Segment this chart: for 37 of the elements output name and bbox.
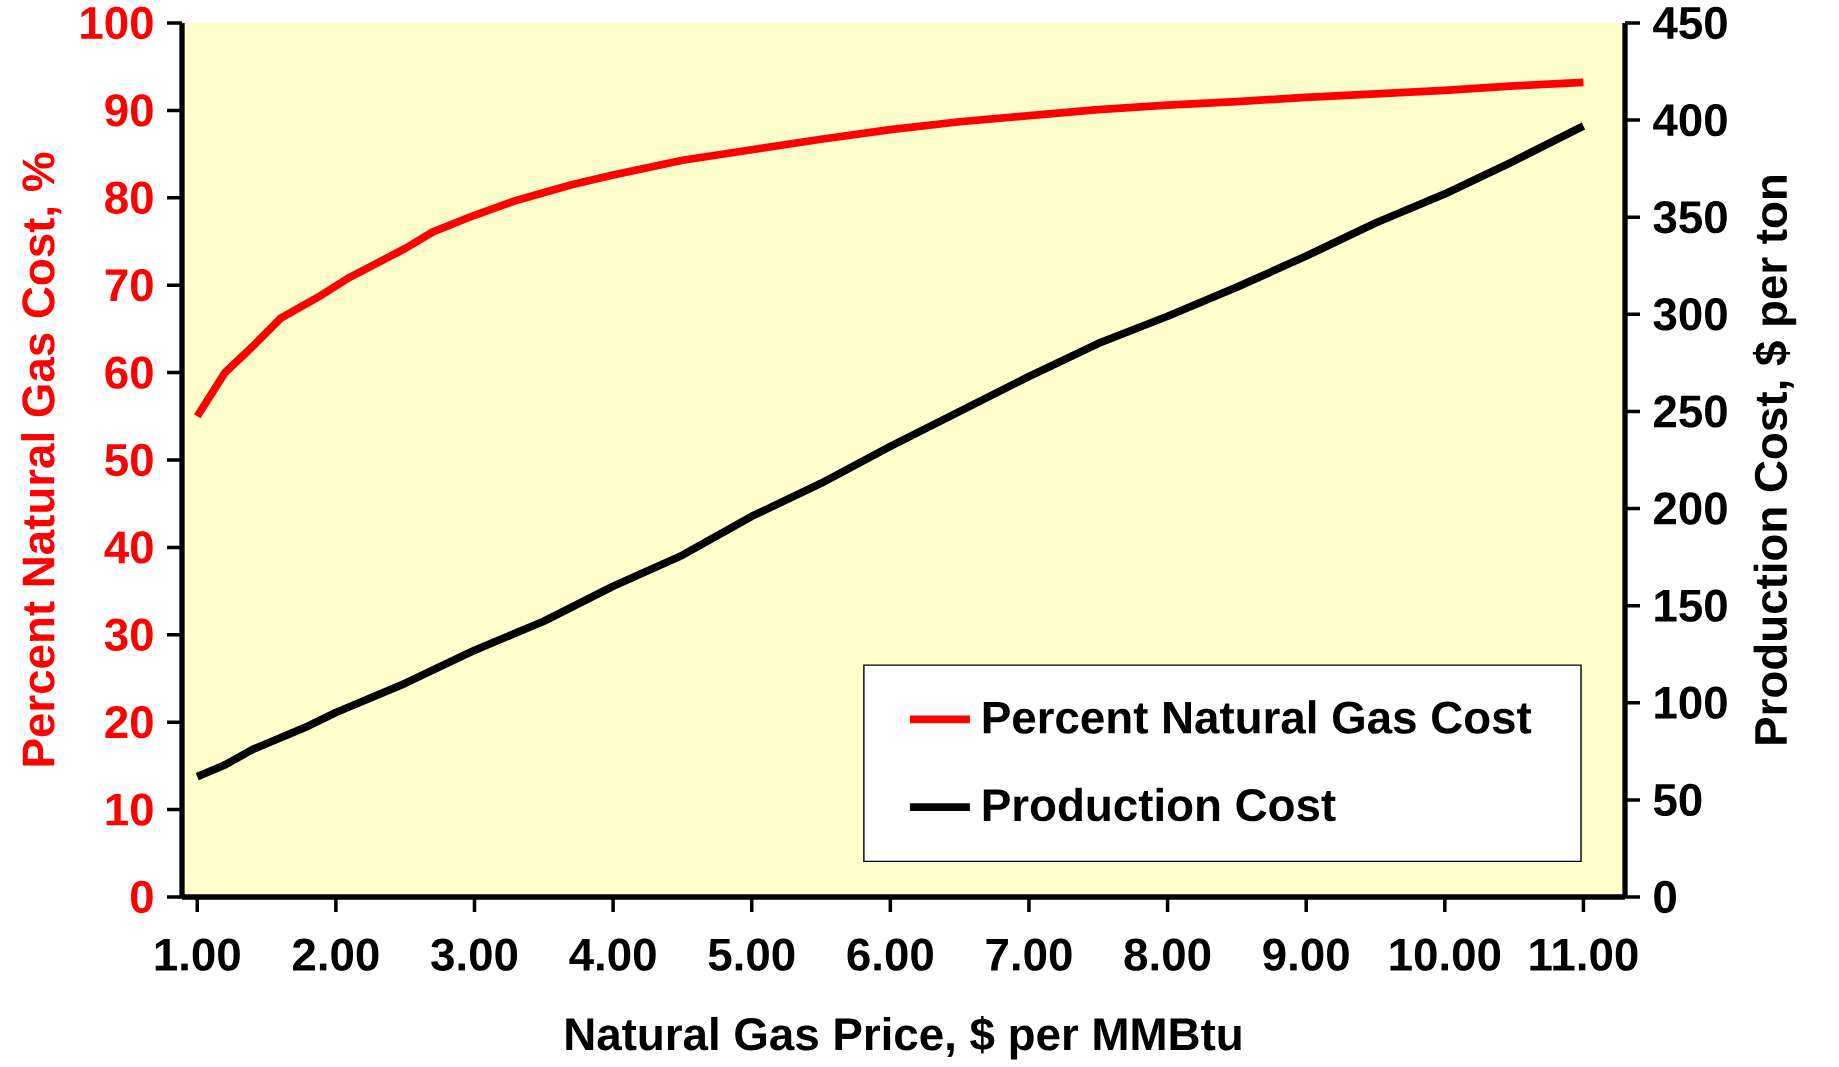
y2-tick-label: 250: [1654, 395, 1727, 428]
x-tick-label: 8.00: [1124, 938, 1211, 971]
y-tick-label: 30: [104, 618, 153, 651]
y2-tick-label: 450: [1653, 6, 1727, 40]
y2-tick-label: 0: [1654, 880, 1676, 914]
legend-label: Percent Natural Gas Cost: [983, 700, 1532, 734]
y-tick-label: 20: [105, 706, 153, 739]
y2-tick-label: 200: [1654, 492, 1727, 525]
y-tick-label: 40: [104, 531, 153, 564]
legend-label: Production Cost: [983, 787, 1336, 822]
y-tick-label: 100: [81, 6, 153, 40]
x-tick-label: 4.00: [569, 938, 656, 971]
x-tick-label: 9.00: [1263, 938, 1349, 971]
x-tick-label: 3.00: [431, 938, 518, 971]
y2-tick-label: 300: [1653, 298, 1727, 331]
x-tick-label: 2.00: [293, 938, 379, 971]
y2-tick-label: 100: [1655, 686, 1727, 719]
y2-axis-title: Production Cost, $ per ton: [1752, 176, 1797, 744]
x-axis-title: Natural Gas Price, $ per MMBtu: [566, 1016, 1241, 1060]
y2-tick-label: 150: [1655, 589, 1727, 622]
x-tick-label: 6.00: [847, 938, 933, 971]
y-tick-label: 90: [105, 94, 153, 127]
y-tick-label: 10: [106, 793, 153, 826]
x-tick-label: 1.00: [155, 938, 240, 971]
x-tick-label: 7.00: [986, 938, 1072, 971]
y2-tick-label: 350: [1653, 201, 1727, 234]
x-tick-label: 5.00: [708, 938, 795, 971]
y-tick-label: 70: [105, 269, 153, 302]
y-tick-label: 80: [105, 181, 153, 214]
y-tick-label: 50: [105, 443, 153, 477]
x-tick-label: 10.00: [1390, 938, 1501, 971]
x-tick-label: 11.00: [1530, 938, 1638, 971]
y-tick-label: 0: [131, 880, 153, 914]
y2-tick-label: 50: [1653, 783, 1702, 817]
y-axis-title: Percent Natural Gas Cost, %: [21, 152, 62, 766]
y-tick-label: 60: [105, 356, 153, 389]
y2-tick-label: 400: [1653, 103, 1727, 137]
